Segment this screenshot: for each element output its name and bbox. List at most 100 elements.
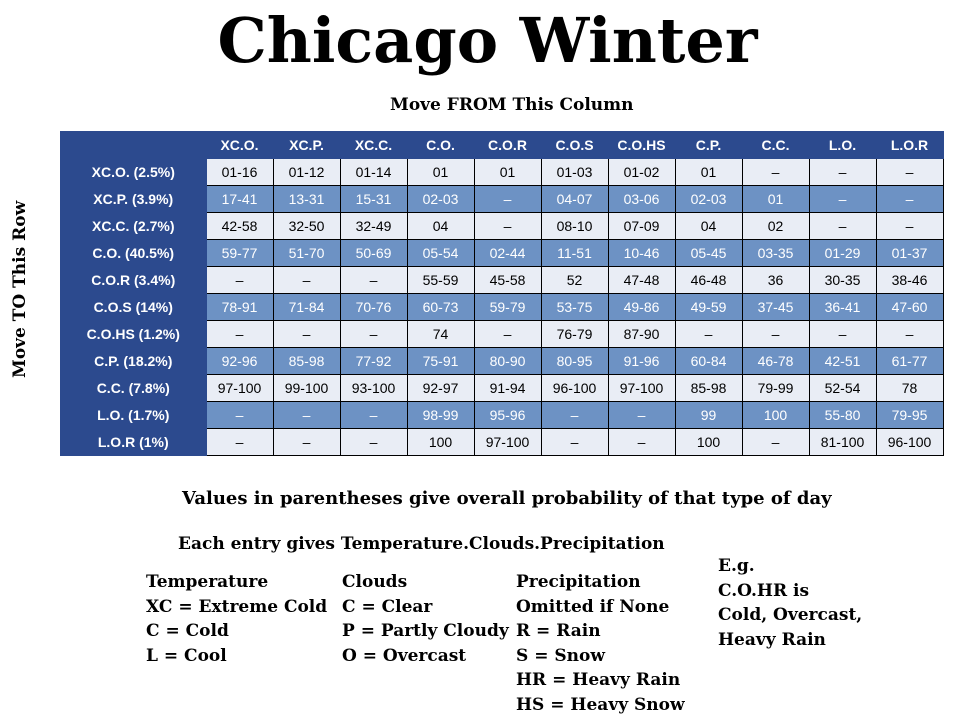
legend-item: O = Overcast [342,645,467,666]
table-cell: 78 [875,374,944,402]
table-cell: 93-100 [339,374,408,402]
table-cell: 03-06 [607,185,676,213]
table-cell: 42-51 [808,347,877,375]
table-cell: 80-95 [540,347,609,375]
table-cell: – [875,185,944,213]
column-header: C.C. [741,131,810,159]
example-line: Cold, Overcast, [718,605,863,625]
table-cell: 78-91 [205,293,274,321]
table-cell: 01-03 [540,158,609,186]
legend-item: HR = Heavy Rain [516,670,681,690]
note-parentheses: Values in parentheses give overall proba… [182,488,832,509]
table-cell: 01-16 [205,158,274,186]
page-title: Chicago Winter [217,4,758,77]
row-header: C.P. (18.2%) [60,347,207,375]
column-header: C.O.HS [607,131,676,159]
column-caption: Move FROM This Column [390,95,634,115]
table-cell: – [808,320,877,348]
column-header: C.O.R [473,131,542,159]
column-header: XC.C. [339,131,408,159]
table-cell: – [205,320,274,348]
column-header: XC.P. [272,131,341,159]
table-cell: 75-91 [406,347,475,375]
table-cell: 05-45 [674,239,743,267]
table-cell: 36 [741,266,810,294]
table-cell: 52-54 [808,374,877,402]
legend-heading: Clouds [342,572,408,592]
legend-item: Omitted if None [516,596,670,617]
table-cell: 42-58 [205,212,274,240]
legend-item: R = Rain [516,621,601,641]
table-cell: 59-79 [473,293,542,321]
table-cell: 55-80 [808,401,877,429]
table-cell: 59-77 [205,239,274,267]
table-cell: 04 [406,212,475,240]
table-cell: 77-92 [339,347,408,375]
note-entry-format: Each entry gives Temperature.Clouds.Prec… [178,534,665,554]
column-header: XC.O. [205,131,274,159]
table-cell: 80-90 [473,347,542,375]
table-cell: 10-46 [607,239,676,267]
table-cell: 85-98 [272,347,341,375]
table-cell: – [741,320,810,348]
table-cell: 01-37 [875,239,944,267]
table-cell: – [339,266,408,294]
table-cell: – [607,428,676,456]
table-cell: – [272,428,341,456]
legend-example: E.g. C.O.HR is Cold, Overcast, Heavy Rai… [718,554,862,652]
table-cell: 49-86 [607,293,676,321]
table-row: C.C. (7.8%) 97-100 99-100 93-100 92-97 91-94 9… [60,374,944,402]
table-cell: – [272,320,341,348]
table-cell: 01-14 [339,158,408,186]
legend-heading: Temperature [146,572,269,592]
table-row: C.O.S (14%) 78-91 71-84 70-76 60-73 59-79 53-7… [60,293,944,321]
table-cell: 71-84 [272,293,341,321]
table-cell: 46-48 [674,266,743,294]
table-cell: 95-96 [473,401,542,429]
table-cell: 55-59 [406,266,475,294]
row-caption: Move TO This Row [10,200,30,378]
table-cell: 38-46 [875,266,944,294]
table-cell: 61-77 [875,347,944,375]
legend-item: HS = Heavy Snow [516,694,685,715]
row-header: L.O.R (1%) [60,428,207,456]
table-cell: 70-76 [339,293,408,321]
table-cell: 11-51 [540,239,609,267]
row-header: C.O.R (3.4%) [60,266,207,294]
example-heading: E.g. [718,556,755,576]
table-cell: 92-97 [406,374,475,402]
table-cell: 99 [674,401,743,429]
table-cell: 100 [741,401,810,429]
row-header: C.O. (40.5%) [60,239,207,267]
table-cell: – [808,158,877,186]
table-cell: – [339,428,408,456]
example-line: C.O.HR is [718,580,810,601]
table-cell: 98-99 [406,401,475,429]
table-cell: 79-95 [875,401,944,429]
row-header: XC.C. (2.7%) [60,212,207,240]
table-cell: 02-03 [406,185,475,213]
legend-item: L = Cool [146,645,227,666]
table-cell: 02-03 [674,185,743,213]
table-cell: 97-100 [473,428,542,456]
table-cell: 45-58 [473,266,542,294]
example-line: Heavy Rain [718,629,826,650]
table-cell: 60-84 [674,347,743,375]
legend-precipitation: Precipitation Omitted if None R = Rain S… [516,570,685,717]
table-cell: 76-79 [540,320,609,348]
row-header: XC.O. (2.5%) [60,158,207,186]
column-header: L.O. [808,131,877,159]
table-cell: 79-99 [741,374,810,402]
table-cell: 53-75 [540,293,609,321]
table-row: C.O.R (3.4%) – – –55-59 45-58 52 47-48 46-48 36 3… [60,266,944,294]
table-cell: 91-94 [473,374,542,402]
table-cell: 32-49 [339,212,408,240]
table-header-row: XC.O. XC.P. XC.C. C.O. C.O.R C.O.S C.O.HS C.P. C… [60,131,944,159]
table-row: C.P. (18.2%) 92-96 85-98 77-92 75-91 80-90 80-… [60,347,944,375]
table-cell: – [875,212,944,240]
table-cell: 01-02 [607,158,676,186]
table-row: XC.P. (3.9%) 17-41 13-31 15-31 02-03–04-07 03… [60,185,944,213]
table-cell: – [674,320,743,348]
table-cell: – [473,185,542,213]
table-cell: 47-48 [607,266,676,294]
